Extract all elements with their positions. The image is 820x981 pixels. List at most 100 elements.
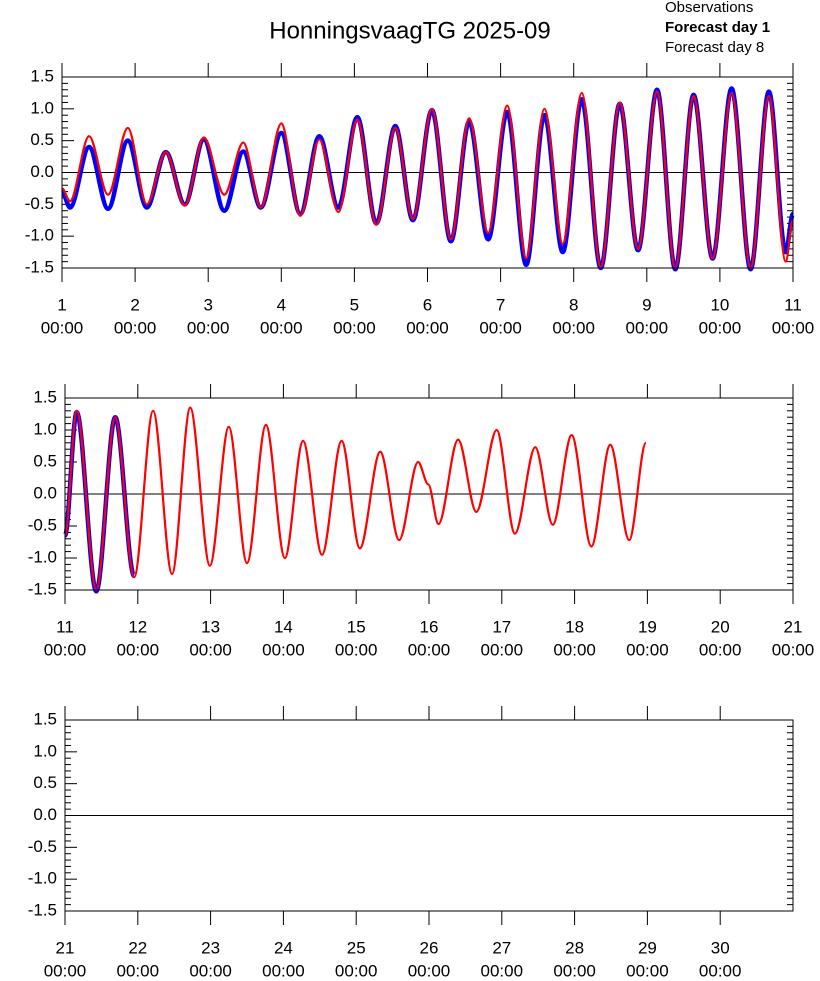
x-tick-time: 00:00	[114, 318, 157, 337]
y-tick-label: 0.5	[33, 451, 57, 470]
x-tick-time: 00:00	[626, 961, 669, 980]
y-tick-label: -1.0	[28, 869, 57, 888]
legend-label: Forecast day 8	[665, 39, 764, 56]
x-tick-label: 16	[420, 617, 439, 636]
series-line	[62, 409, 137, 594]
y-tick-label: 0.0	[30, 162, 54, 181]
y-tick-label: -0.5	[28, 515, 57, 534]
y-tick-label: -1.5	[28, 900, 57, 919]
legend-label: Forecast day 1	[665, 19, 770, 36]
x-tick-time: 00:00	[553, 640, 596, 659]
x-tick-label: 21	[56, 938, 75, 957]
plot-frame	[64, 719, 794, 912]
x-tick-label: 14	[274, 617, 293, 636]
y-tick-label: 0.0	[33, 483, 57, 502]
x-tick-label: 7	[496, 295, 505, 314]
y-tick-label: 1.5	[30, 66, 54, 85]
x-tick-label: 11	[784, 295, 802, 314]
y-tick-label: 0.5	[33, 773, 57, 792]
x-tick-time: 00:00	[262, 961, 305, 980]
x-tick-time: 00:00	[408, 640, 451, 659]
x-tick-label: 24	[274, 938, 293, 957]
x-tick-label: 4	[277, 295, 286, 314]
x-tick-label: 25	[347, 938, 366, 957]
y-tick-label: 1.0	[33, 741, 57, 760]
chart-title: HonningsvaagTG 2025-09	[269, 17, 551, 44]
x-tick-label: 26	[420, 938, 439, 957]
x-tick-label: 10	[710, 295, 729, 314]
panel: -1.5 -1.0 -0.5 0.0 0.5 1.0 1.5 21 00:00 22 00:00 23…	[28, 706, 794, 980]
x-tick-label: 22	[128, 938, 147, 957]
x-tick-time: 00:00	[44, 640, 87, 659]
x-tick-label: 5	[350, 295, 359, 314]
panel: -1.5 -1.0 -0.5 0.0 0.5 1.0 1.5 1 00:00 2 00:00 3 00:…	[25, 63, 815, 337]
x-tick-label: 13	[201, 617, 220, 636]
x-tick-time: 00:00	[187, 318, 230, 337]
x-tick-label: 19	[638, 617, 657, 636]
y-tick-label: -0.5	[28, 837, 57, 856]
x-tick-label: 20	[711, 617, 730, 636]
x-tick-label: 8	[569, 295, 578, 314]
x-tick-label: 6	[423, 295, 432, 314]
y-tick-label: 1.0	[30, 98, 54, 117]
x-tick-time: 00:00	[626, 318, 669, 337]
x-tick-time: 00:00	[699, 961, 742, 980]
y-tick-label: 1.0	[33, 419, 57, 438]
x-tick-time: 00:00	[406, 318, 449, 337]
x-tick-label: 3	[203, 295, 212, 314]
series-line	[60, 86, 796, 272]
x-tick-label: 27	[492, 938, 511, 957]
y-tick-label: 0.5	[30, 130, 54, 149]
y-tick-label: 1.5	[33, 709, 57, 728]
x-tick-time: 00:00	[260, 318, 303, 337]
y-tick-label: -1.5	[28, 579, 57, 598]
y-tick-label: -1.5	[25, 257, 54, 276]
x-tick-label: 30	[711, 938, 730, 957]
plot-frame	[61, 76, 794, 269]
x-tick-time: 00:00	[699, 640, 742, 659]
x-tick-time: 00:00	[117, 640, 160, 659]
x-tick-time: 00:00	[189, 961, 232, 980]
x-tick-time: 00:00	[189, 640, 232, 659]
x-tick-time: 00:00	[553, 961, 596, 980]
series-line	[61, 90, 795, 270]
y-tick-label: -0.5	[25, 194, 54, 213]
x-tick-time: 00:00	[772, 640, 815, 659]
x-tick-time: 00:00	[41, 318, 84, 337]
x-tick-label: 23	[201, 938, 220, 957]
x-tick-time: 00:00	[335, 961, 378, 980]
y-tick-label: 0.0	[33, 805, 57, 824]
x-tick-label: 11	[56, 617, 74, 636]
x-tick-label: 18	[565, 617, 584, 636]
x-tick-time: 00:00	[262, 640, 305, 659]
series-line	[63, 406, 648, 592]
x-tick-label: 1	[57, 295, 66, 314]
x-tick-time: 00:00	[408, 961, 451, 980]
x-tick-time: 00:00	[481, 961, 524, 980]
y-tick-label: -1.0	[25, 226, 54, 245]
x-tick-time: 00:00	[626, 640, 669, 659]
x-tick-time: 00:00	[481, 640, 524, 659]
x-tick-time: 00:00	[335, 640, 378, 659]
x-tick-time: 00:00	[552, 318, 595, 337]
x-tick-label: 17	[492, 617, 511, 636]
y-tick-label: -1.0	[28, 547, 57, 566]
panel: -1.5 -1.0 -0.5 0.0 0.5 1.0 1.5 11 00:00 12 00:00 13…	[28, 384, 815, 659]
x-tick-time: 00:00	[44, 961, 87, 980]
x-tick-label: 28	[565, 938, 584, 957]
x-tick-label: 2	[130, 295, 139, 314]
x-tick-time: 00:00	[333, 318, 376, 337]
x-tick-time: 00:00	[699, 318, 742, 337]
x-tick-label: 21	[784, 617, 803, 636]
y-tick-label: 1.5	[33, 387, 57, 406]
plot-frame	[64, 397, 794, 591]
x-tick-time: 00:00	[479, 318, 522, 337]
legend-label: Observations	[665, 0, 753, 16]
x-tick-label: 9	[642, 295, 651, 314]
x-tick-time: 00:00	[772, 318, 815, 337]
x-tick-label: 29	[638, 938, 657, 957]
x-tick-label: 12	[128, 617, 147, 636]
x-tick-label: 15	[347, 617, 366, 636]
